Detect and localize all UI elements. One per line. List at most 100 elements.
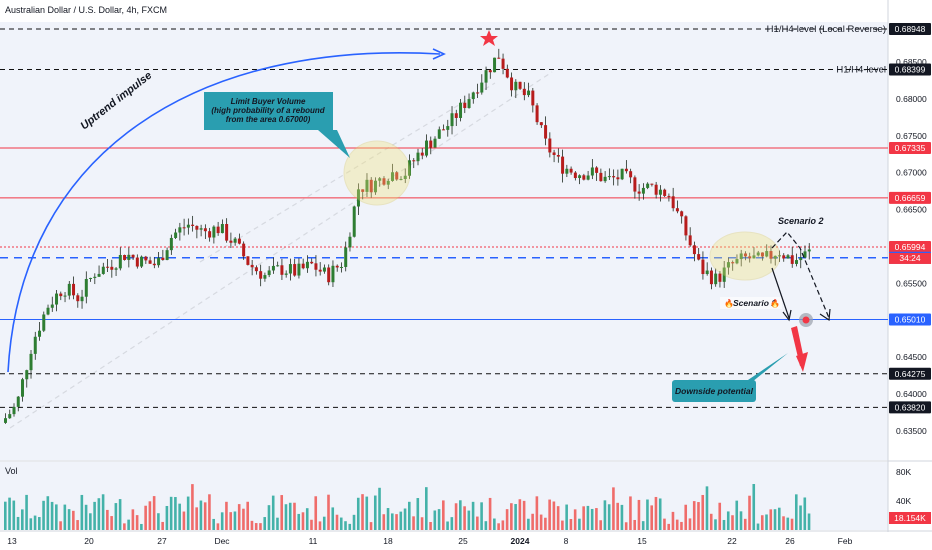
volume-bar [582, 506, 585, 530]
countdown-label: 34:24 [889, 252, 931, 264]
volume-bar [531, 513, 534, 530]
candle [399, 176, 403, 181]
candle [658, 185, 662, 202]
candle [539, 122, 543, 128]
candle [497, 48, 501, 59]
candle [297, 258, 301, 279]
scenario-1-path[interactable] [771, 267, 790, 319]
volume-bar [297, 513, 301, 530]
volume-bar [408, 501, 411, 530]
volume-bar [616, 502, 619, 530]
volume-bar [352, 514, 356, 530]
volume-bar [165, 505, 169, 530]
candle [646, 182, 650, 190]
volume-bar [722, 519, 726, 530]
volume-bar [59, 521, 62, 530]
volume-bar [437, 509, 441, 530]
volume-bar [322, 516, 326, 530]
candle [356, 183, 360, 216]
candle [709, 267, 713, 290]
buyer-volume-zone[interactable] [343, 140, 411, 206]
volume-bar [680, 521, 683, 530]
volume-bar [369, 522, 373, 530]
volume-bar [301, 512, 305, 530]
candle [89, 277, 93, 282]
scenario-2-path[interactable] [771, 231, 830, 319]
volume-bar [446, 521, 449, 530]
candle [697, 247, 701, 261]
volume-bar [697, 502, 700, 530]
price-tick-label: 0.64500 [896, 352, 927, 362]
candle [335, 264, 339, 272]
limit-buyer-callout[interactable]: Limit Buyer Volume(high probability of a… [204, 92, 350, 158]
svg-text:0.65994: 0.65994 [895, 242, 926, 252]
price-tick-label: 0.68500 [896, 57, 927, 67]
candle [305, 255, 309, 273]
candle [722, 261, 726, 288]
candle [4, 413, 7, 424]
candle [152, 257, 156, 269]
scenario-2-arrowhead [819, 308, 831, 322]
time-tick-label: Dec [214, 536, 230, 546]
volume-bar [692, 501, 696, 530]
volume-bar [55, 504, 58, 530]
candle [72, 276, 76, 300]
volume-bar [356, 497, 360, 530]
volume-bar [110, 516, 113, 530]
candle [718, 270, 722, 288]
candle [390, 163, 394, 182]
volume-bar [620, 504, 624, 530]
volume-bar [29, 518, 33, 530]
volume-bar [459, 500, 462, 530]
volume-bar [271, 495, 275, 530]
volume-bar [314, 496, 318, 530]
volume-bar [709, 513, 713, 530]
candle [467, 93, 471, 109]
candle [433, 136, 437, 148]
candle [786, 253, 790, 259]
candle [531, 87, 535, 113]
target-marker[interactable] [799, 313, 813, 327]
volume-bar [586, 505, 590, 530]
candle [284, 270, 288, 278]
volume-bar [450, 517, 454, 530]
volume-bar [169, 496, 173, 530]
candles[interactable] [4, 48, 811, 424]
candle [25, 369, 29, 388]
candle [731, 260, 735, 271]
volume-bar [752, 484, 756, 530]
volume-bar [527, 518, 530, 530]
candle [429, 136, 433, 155]
time-tick-label: 2024 [511, 536, 530, 546]
volume-bar [612, 487, 615, 530]
candle [705, 262, 709, 276]
volume-bar [305, 508, 309, 530]
channel-line-upper[interactable] [199, 82, 496, 263]
candle [42, 311, 46, 333]
volume-bar [599, 520, 602, 530]
candle [471, 91, 475, 104]
candle [344, 241, 348, 272]
level-price-label: 0.64275 [889, 367, 931, 380]
time-axis[interactable]: 13 20 27 Dec 11 18 25 2024 8 15 22 26 Feb [7, 536, 852, 546]
volume-bars [4, 484, 811, 530]
level-notes: H1/H4-level (Local Reverse) H1/H4-level [767, 24, 886, 76]
level-price-label: 0.65994 [889, 240, 931, 253]
volume-bar [641, 521, 645, 530]
candle [182, 218, 186, 236]
volume-bar [263, 517, 267, 530]
candle [743, 251, 747, 261]
consolidation-zone[interactable] [709, 231, 781, 281]
volume-bar [38, 517, 41, 530]
candle [369, 177, 373, 198]
uptrend-arc[interactable] [7, 52, 441, 373]
volume-bar [480, 502, 483, 530]
time-tick-label: 11 [309, 536, 318, 546]
volume-bar [84, 504, 88, 530]
candle [769, 245, 773, 264]
downside-callout[interactable]: Downside potential [672, 353, 788, 402]
channel-line-lower[interactable] [9, 71, 553, 429]
volume-bar [739, 511, 743, 530]
candle [616, 169, 620, 186]
candle [569, 166, 573, 175]
